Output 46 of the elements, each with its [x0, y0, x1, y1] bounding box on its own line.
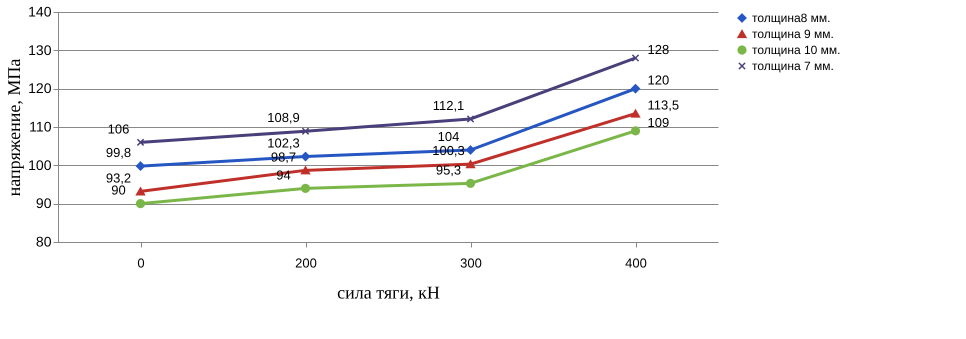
point — [300, 152, 310, 162]
data-label: 109 — [648, 114, 670, 130]
data-label: 128 — [648, 42, 670, 57]
data-label: 120 — [648, 72, 670, 88]
point — [300, 166, 310, 174]
point — [466, 145, 476, 155]
x-tick-label: 200 — [295, 256, 317, 270]
legend-label: толщина 10 мм. — [752, 43, 840, 57]
data-label: 112,1 — [432, 98, 464, 113]
x-tick-label: 400 — [625, 256, 647, 270]
point — [136, 187, 146, 196]
x-axis-title: сила тяги, кН — [337, 282, 440, 302]
point — [300, 184, 310, 193]
legend-label: толщина 9 мм. — [752, 27, 834, 41]
x-tick-label: 300 — [460, 256, 482, 270]
y-tick-label: 90 — [36, 195, 52, 212]
point — [136, 138, 144, 146]
point — [630, 109, 640, 118]
data-label: 95,3 — [436, 162, 462, 178]
data-label: 102,3 — [267, 136, 300, 151]
point — [302, 127, 310, 136]
point — [136, 161, 146, 171]
y-tick-label: 110 — [29, 118, 52, 134]
point — [630, 84, 640, 94]
data-label: 93,2 — [106, 170, 132, 186]
y-tick-label: 120 — [28, 80, 52, 96]
point — [136, 199, 146, 208]
y-tick-label: 130 — [28, 42, 52, 58]
data-label: 106 — [108, 121, 130, 136]
legend-label: толщина 7 мм. — [752, 59, 834, 73]
data-label: 99,8 — [106, 145, 132, 160]
point — [466, 115, 474, 123]
y-axis-title: напряжение, МПа — [4, 58, 24, 196]
x-tick-label: 0 — [137, 256, 145, 270]
point — [466, 160, 476, 168]
point — [630, 126, 640, 136]
data-label: 113,5 — [648, 98, 680, 113]
data-label: 90 — [111, 182, 126, 198]
y-tick-label: 100 — [28, 156, 52, 173]
legend-label: толщина8 мм. — [752, 11, 830, 25]
y-tick-label: 140 — [28, 4, 52, 20]
point — [466, 178, 476, 188]
point — [632, 54, 640, 62]
data-label: 108,9 — [267, 110, 300, 126]
y-tick-label: 80 — [36, 234, 52, 250]
data-label: 104 — [438, 129, 460, 144]
